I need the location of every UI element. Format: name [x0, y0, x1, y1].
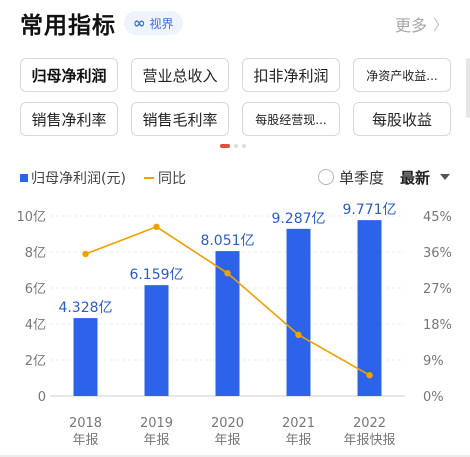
quarter-toggle-label[interactable]: 单季度 [339, 169, 385, 187]
x-axis-report-label: 年报快报 [343, 433, 395, 448]
x-axis-report-label: 年报 [214, 433, 240, 448]
x-axis-year-label: 2020 [211, 416, 244, 431]
x-axis-report-label: 年报 [72, 433, 98, 448]
infinity-icon: ∞ [133, 13, 146, 32]
right-axis-tick-label: 0% [423, 390, 444, 405]
chevron-right-icon: 〉 [432, 15, 448, 34]
scrollbar[interactable] [466, 58, 470, 118]
tag-net-margin[interactable]: 销售净利率 [20, 102, 118, 136]
caret-down-icon[interactable] [440, 174, 450, 180]
left-axis-tick-label: 0 [38, 390, 46, 405]
bar-legend-label: 归母净利润(元) [31, 171, 126, 187]
right-axis-tick-label: 36% [423, 246, 452, 261]
left-axis-tick-label: 10亿 [16, 210, 46, 225]
x-axis-year-label: 2018 [69, 416, 102, 431]
left-axis-tick-label: 8亿 [25, 246, 46, 261]
tag-eps[interactable]: 每股收益 [353, 102, 451, 136]
left-axis-tick-label: 4亿 [25, 318, 46, 333]
yoy-point [224, 270, 231, 277]
bar-value-label: 9.771亿 [342, 202, 396, 218]
page-dot[interactable] [242, 144, 246, 148]
bar [144, 285, 169, 396]
tag-deducted-net-profit[interactable]: 扣非净利润 [242, 58, 340, 92]
left-axis-tick-label: 2亿 [25, 354, 46, 369]
quarter-radio[interactable] [318, 169, 334, 185]
tag-net-profit[interactable]: 归母净利润 [20, 58, 118, 92]
bar [357, 220, 382, 396]
page-dot[interactable] [220, 144, 230, 148]
yoy-point [366, 372, 373, 379]
x-axis-year-label: 2021 [282, 416, 315, 431]
chart: 0 2亿 4亿 6亿 8亿 10亿 0% 9% 18% 27% 36% 45% 4.328亿 6.159亿… [16, 202, 452, 448]
bar-value-label: 6.159亿 [129, 267, 183, 283]
more-link[interactable]: 更多 〉 [395, 12, 448, 36]
right-axis-tick-label: 45% [423, 210, 452, 225]
tag-gross-margin[interactable]: 销售毛利率 [131, 102, 229, 136]
line-legend-swatch [144, 177, 154, 179]
bar [286, 228, 311, 396]
sort-dropdown-label[interactable]: 最新 [400, 169, 431, 187]
bar-value-label: 8.051亿 [200, 233, 254, 249]
yoy-point [82, 250, 89, 258]
bar-legend-swatch [20, 174, 28, 182]
header: 常用指标 ∞ 视界 更多 〉 [0, 0, 470, 48]
x-axis-report-label: 年报 [143, 433, 169, 448]
yoy-point [153, 223, 160, 230]
legend-row: 归母净利润(元) 同比 单季度 最新 [0, 166, 470, 190]
bar-value-label: 4.328亿 [58, 300, 112, 316]
tag-operating-cashflow-per-share[interactable]: 每股经营现... [242, 102, 340, 136]
left-axis-tick-label: 6亿 [25, 282, 46, 297]
right-axis-tick-label: 18% [423, 318, 452, 333]
x-axis-year-label: 2019 [140, 416, 173, 431]
tag-roe[interactable]: 净资产收益... [353, 58, 451, 92]
more-label: 更多 [394, 16, 427, 35]
view-badge-label: 视界 [149, 16, 174, 31]
divider [0, 455, 470, 457]
right-axis-tick-label: 27% [423, 282, 452, 297]
page-indicator [220, 144, 246, 148]
right-axis-tick-label: 9% [423, 354, 444, 369]
x-axis-report-label: 年报 [285, 433, 311, 448]
x-axis-year-label: 2022 [353, 416, 386, 431]
view-badge[interactable]: ∞ 视界 [124, 11, 183, 35]
yoy-point [295, 331, 302, 338]
line-legend-label: 同比 [158, 171, 186, 187]
section-title: 常用指标 [20, 13, 116, 39]
tag-total-revenue[interactable]: 营业总收入 [131, 58, 229, 92]
bar-value-label: 9.287亿 [271, 211, 325, 227]
page-dot[interactable] [234, 144, 238, 148]
bar [73, 318, 98, 396]
